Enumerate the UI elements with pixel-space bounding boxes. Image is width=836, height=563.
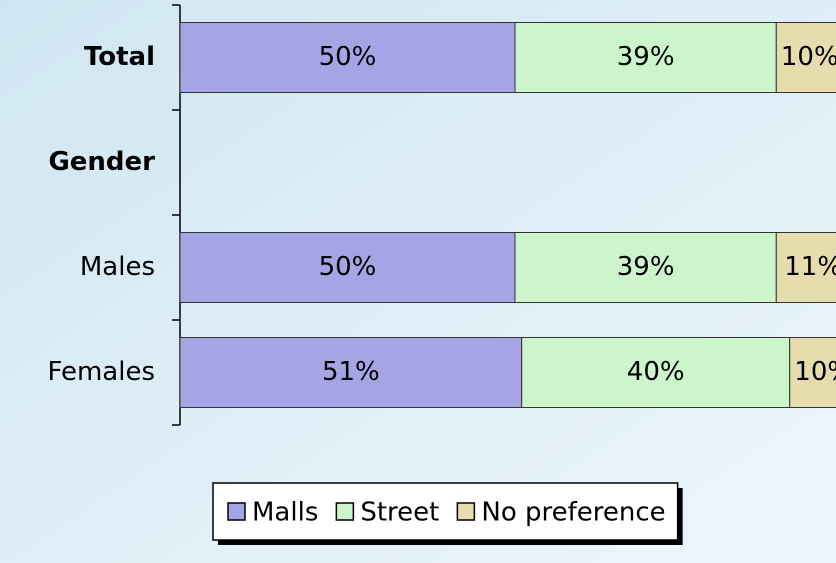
value-label: 39% [617, 252, 675, 282]
bar-segment [521, 337, 791, 408]
bar-segment [514, 232, 777, 303]
legend-swatch [227, 502, 246, 521]
y-tick-label: Males [80, 252, 155, 282]
bar-segment [789, 337, 836, 408]
value-label: 51% [322, 357, 380, 387]
bar-segment [179, 232, 516, 303]
value-label: 50% [319, 42, 377, 72]
legend-swatch [335, 502, 355, 521]
value-label: 10% [794, 357, 836, 387]
legend: Malls Street No preference [212, 482, 683, 545]
y-tick-label: Gender [48, 147, 155, 177]
legend-box [212, 482, 679, 541]
legend-label: No preference [481, 498, 665, 528]
legend-label: Malls [252, 498, 318, 528]
value-label: 40% [627, 357, 685, 387]
value-label: 50% [319, 252, 377, 282]
value-label: 11% [784, 252, 836, 282]
legend-label: Street [360, 498, 439, 528]
bar-segment [775, 22, 836, 93]
value-label: 39% [617, 42, 675, 72]
bar-segment [775, 232, 836, 303]
y-tick-label: Females [47, 357, 155, 387]
bar-segment [514, 22, 777, 93]
y-tick-label: Total [84, 42, 155, 72]
value-label: 10% [781, 42, 836, 72]
legend-swatch [456, 502, 476, 521]
